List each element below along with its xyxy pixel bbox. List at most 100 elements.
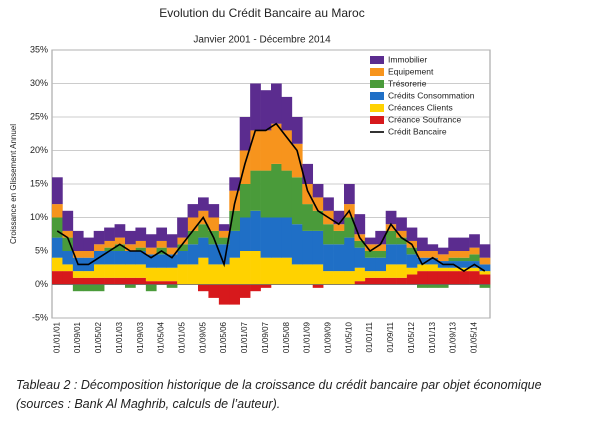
bar-segment <box>427 284 439 288</box>
bar-segment <box>271 217 282 258</box>
bar-segment <box>354 281 366 285</box>
bar-segment <box>437 254 449 262</box>
bar-segment <box>281 257 293 285</box>
bar-segment <box>281 130 293 171</box>
bar-segment <box>125 277 136 285</box>
bar-segment <box>427 271 439 285</box>
bar-segment <box>354 247 366 268</box>
bar-segment <box>229 177 241 191</box>
bar-segment <box>104 227 115 241</box>
bar-segment <box>427 251 439 258</box>
bar-segment <box>135 264 147 278</box>
legend-swatch <box>370 116 384 124</box>
bar-segment <box>448 271 460 285</box>
bar-segment <box>93 284 105 292</box>
bar-segment <box>104 251 115 265</box>
bar-segment <box>114 244 126 251</box>
line-series <box>56 122 486 273</box>
bar-segment <box>458 261 470 268</box>
bar-segment <box>344 271 355 285</box>
bar-segment <box>364 251 376 258</box>
x-tick-label: 01/09/03 <box>136 321 145 353</box>
bar-segment <box>125 284 136 288</box>
bar-segment <box>187 204 199 218</box>
bar-segment <box>177 237 188 245</box>
bar-segment <box>364 237 376 245</box>
bar-segment <box>385 224 397 231</box>
legend-swatch <box>370 104 384 112</box>
bar-segment <box>250 170 261 211</box>
bar-segment <box>406 274 418 285</box>
bar-segment <box>417 271 428 285</box>
bar-segment <box>156 240 168 248</box>
bar-segment <box>458 257 470 262</box>
bar-segment <box>218 237 230 245</box>
bar-segment <box>166 247 178 255</box>
bar-segment <box>229 284 241 305</box>
bar-segment <box>385 264 397 278</box>
legend-swatch <box>370 68 384 76</box>
bar-segment <box>385 210 397 225</box>
bar-segment <box>437 247 449 255</box>
bar-segment <box>208 217 220 231</box>
bar-segment <box>93 244 105 251</box>
bar-segment <box>417 251 428 258</box>
bar-segment <box>396 230 407 238</box>
bar-segment <box>291 117 303 144</box>
bar-segment <box>52 217 63 238</box>
legend-label: Créance Soufrance <box>388 114 462 124</box>
x-tick-label: 01/05/12 <box>407 321 416 353</box>
bar-segment <box>354 214 366 235</box>
chart: Evolution du Crédit Bancaire au Maroc Ja… <box>9 6 491 353</box>
y-tick-label: 25% <box>30 111 48 121</box>
bar-segment <box>72 284 84 292</box>
bar-segment <box>239 150 251 184</box>
bar-segment <box>62 271 74 285</box>
bar-segment <box>458 271 470 285</box>
bar-segment <box>156 227 168 241</box>
bar-segment <box>312 197 324 211</box>
bar-segment <box>333 271 345 285</box>
bar-segment <box>469 247 480 255</box>
y-tick-label: 35% <box>30 44 48 54</box>
bar-segment <box>72 230 84 251</box>
bar-segment <box>302 163 314 184</box>
bar-segment <box>135 277 147 285</box>
bar-segment <box>166 284 178 288</box>
bar-segment <box>218 244 230 265</box>
y-tick-label: 15% <box>30 178 48 188</box>
bar-segment <box>104 277 115 285</box>
bar-segment <box>417 237 428 251</box>
bar-segment <box>62 237 74 251</box>
x-tick-label: 01/05/02 <box>94 321 103 353</box>
bar-segment <box>72 251 84 258</box>
bar-segment <box>364 277 376 285</box>
y-tick-label: -5% <box>32 312 48 322</box>
bar-segment <box>396 277 407 285</box>
bar-segment <box>208 264 220 285</box>
bar-segment <box>229 210 241 231</box>
y-tick-label: 10% <box>30 212 48 222</box>
bar-segment <box>479 284 491 288</box>
bar-segment <box>156 267 168 282</box>
bar-segment <box>177 251 188 265</box>
bar-segment <box>52 177 63 205</box>
bar-segment <box>396 217 407 231</box>
bar-segment <box>208 284 220 298</box>
x-tick-label: 01/09/11 <box>386 321 395 352</box>
bar-segment <box>229 257 241 285</box>
bar-segment <box>291 264 303 285</box>
bar-segment <box>125 264 136 278</box>
bar-segment <box>448 257 460 262</box>
bar-segment <box>72 277 84 285</box>
bar-segment <box>166 281 178 285</box>
bar-segment <box>250 83 261 131</box>
legend-swatch <box>370 56 384 64</box>
bar-segment <box>406 254 418 268</box>
bar-segment <box>448 237 460 251</box>
bar-segment <box>104 247 115 251</box>
bar-segment <box>406 227 418 241</box>
bar-segment <box>385 244 397 265</box>
bar-segment <box>406 267 418 275</box>
